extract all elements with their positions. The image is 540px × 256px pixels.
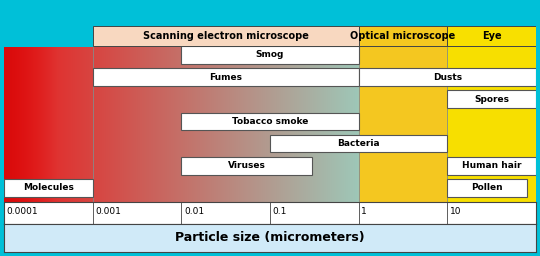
Text: 10: 10 <box>450 207 462 216</box>
Bar <box>359 68 536 86</box>
Bar <box>447 90 536 108</box>
Text: Molecules: Molecules <box>23 183 74 192</box>
Text: Pollen: Pollen <box>471 183 503 192</box>
Text: Fumes: Fumes <box>209 73 242 82</box>
Bar <box>447 157 536 175</box>
Text: Scanning electron microscope: Scanning electron microscope <box>143 30 308 40</box>
Text: Eye: Eye <box>482 30 502 40</box>
Bar <box>93 68 359 86</box>
Bar <box>4 179 93 197</box>
Text: 1: 1 <box>361 207 367 216</box>
Text: Spores: Spores <box>474 95 509 104</box>
Bar <box>181 157 312 175</box>
Bar <box>181 113 359 130</box>
Text: Optical microscope: Optical microscope <box>350 30 456 40</box>
Bar <box>181 46 359 64</box>
Bar <box>270 135 447 152</box>
Text: Viruses: Viruses <box>228 161 266 170</box>
Bar <box>447 26 536 46</box>
Text: 0.01: 0.01 <box>184 207 204 216</box>
Text: Dusts: Dusts <box>433 73 462 82</box>
Text: Human hair: Human hair <box>462 161 522 170</box>
Text: Particle size (micrometers): Particle size (micrometers) <box>175 231 365 244</box>
Text: Bacteria: Bacteria <box>338 139 380 148</box>
Text: 100: 100 <box>539 207 540 216</box>
Bar <box>93 26 359 46</box>
Text: 0.0001: 0.0001 <box>6 207 38 216</box>
Text: Smog: Smog <box>256 50 284 59</box>
Bar <box>447 179 528 197</box>
Text: Tobacco smoke: Tobacco smoke <box>232 117 308 126</box>
Text: 0.001: 0.001 <box>96 207 121 216</box>
Text: 0.1: 0.1 <box>273 207 287 216</box>
Bar <box>359 26 447 46</box>
